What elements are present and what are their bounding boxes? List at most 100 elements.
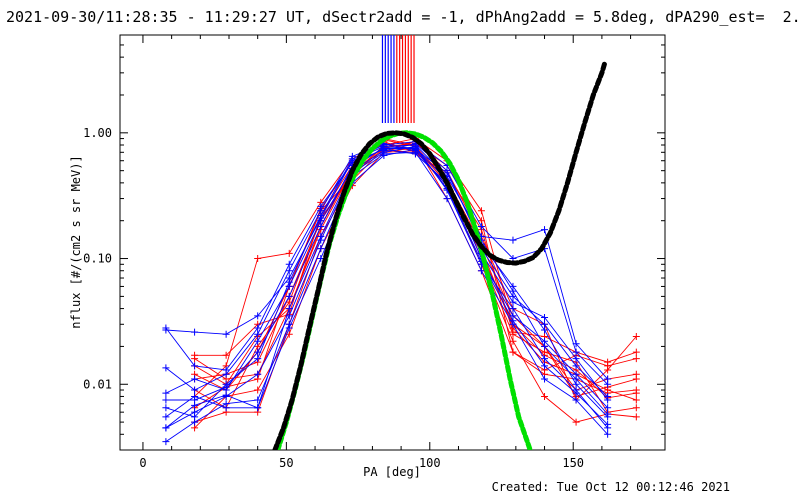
x-axis-label: PA [deg] <box>363 465 421 479</box>
vertical-marker-group <box>381 35 415 123</box>
blue-series-point <box>162 413 170 421</box>
blue-series-point <box>380 152 388 160</box>
blue-series-point <box>191 328 199 336</box>
blue-series-point <box>477 267 485 275</box>
blue-series-point <box>572 375 580 383</box>
y-tick-label: 1.00 <box>83 126 112 140</box>
blue-series-point <box>191 413 199 421</box>
blue-series-point <box>191 392 199 400</box>
red-series-point <box>632 348 640 356</box>
blue-series-point <box>285 312 293 320</box>
blue-series-point <box>604 420 612 428</box>
x-tick-label: 50 <box>279 456 293 470</box>
blue-series-point <box>509 287 517 295</box>
red-series-point <box>632 396 640 404</box>
blue-series-point <box>541 313 549 321</box>
blue-series-line <box>165 148 608 409</box>
blue-series-point <box>222 400 230 408</box>
blue-series-point <box>254 324 262 332</box>
blue-series-point <box>285 292 293 300</box>
red-series-point <box>254 255 262 263</box>
red-series-point <box>632 370 640 378</box>
red-series-line <box>194 141 637 423</box>
blue-series-point <box>604 396 612 404</box>
blue-series-point <box>285 282 293 290</box>
blue-series-point <box>572 355 580 363</box>
blue-series-point <box>604 410 612 418</box>
red-series-point <box>477 207 485 215</box>
blue-series-point <box>509 298 517 306</box>
red-series-point <box>632 332 640 340</box>
blue-series-point <box>509 236 517 244</box>
blue-series-point <box>162 396 170 404</box>
x-tick-label: 150 <box>562 456 584 470</box>
blue-series-point <box>572 396 580 404</box>
blue-series-point <box>191 362 199 370</box>
x-tick-label: 0 <box>139 456 146 470</box>
blue-series-point <box>162 438 170 446</box>
blue-series-point <box>254 355 262 363</box>
blue-series-point <box>411 144 419 152</box>
chart-title: 2021-09-30/11:28:35 - 11:29:27 UT, dSect… <box>6 8 800 26</box>
blue-series-point <box>222 366 230 374</box>
blue-series-point <box>443 169 451 177</box>
red-series-point <box>509 348 517 356</box>
blue-series-point <box>572 348 580 356</box>
blue-series-point <box>604 430 612 438</box>
red-series-point <box>632 389 640 397</box>
blue-series-point <box>162 364 170 372</box>
blue-series-point <box>191 401 199 409</box>
blue-series-point <box>254 337 262 345</box>
red-series-point <box>509 337 517 345</box>
blue-series-point <box>285 305 293 313</box>
blue-series-point <box>162 324 170 332</box>
red-series-point <box>254 386 262 394</box>
blue-series-point <box>541 355 549 363</box>
red-series-point <box>604 358 612 366</box>
blue-series-point <box>191 375 199 383</box>
blue-series-point <box>254 370 262 378</box>
blue-series-point <box>380 143 388 151</box>
blue-series-point <box>604 404 612 412</box>
blue-series-point <box>541 342 549 350</box>
blue-series-point <box>317 202 325 210</box>
blue-series-point <box>541 326 549 334</box>
red-series-point <box>541 392 549 400</box>
blue-series-point <box>285 324 293 332</box>
series-group <box>162 135 640 446</box>
black-fit-curve <box>272 60 608 450</box>
blue-series-point <box>285 260 293 268</box>
blue-series-point <box>162 389 170 397</box>
blue-series-line <box>165 151 608 442</box>
red-series-point <box>632 404 640 412</box>
x-axis: 0 50 100 150 <box>139 35 632 470</box>
fit-curve-group <box>272 60 608 450</box>
red-series-point <box>509 328 517 336</box>
y-tick-label: 0.01 <box>83 377 112 391</box>
y-axis-label: nflux [#/(cm2 s sr MeV)] <box>69 155 83 328</box>
x-tick-label: 100 <box>419 456 441 470</box>
red-series-point <box>285 249 293 257</box>
red-series-point <box>632 355 640 363</box>
blue-series-point <box>541 362 549 370</box>
blue-series-point <box>254 396 262 404</box>
blue-series-point <box>317 217 325 225</box>
blue-series-point <box>317 245 325 253</box>
created-timestamp: Created: Tue Oct 12 00:12:46 2021 <box>491 480 730 494</box>
blue-series-point <box>254 330 262 338</box>
blue-series-point <box>477 222 485 230</box>
plot-frame <box>119 34 666 451</box>
blue-series-point <box>509 305 517 313</box>
blue-series-point <box>541 226 549 234</box>
red-series-point <box>604 366 612 374</box>
y-tick-label: 0.10 <box>83 252 112 266</box>
blue-series-point <box>162 404 170 412</box>
blue-series-point <box>254 312 262 320</box>
blue-series-point <box>162 424 170 432</box>
red-series-point <box>222 351 230 359</box>
blue-series-point <box>572 389 580 397</box>
red-series-point <box>191 351 199 359</box>
blue-series-point <box>541 375 549 383</box>
blue-series-point <box>254 404 262 412</box>
